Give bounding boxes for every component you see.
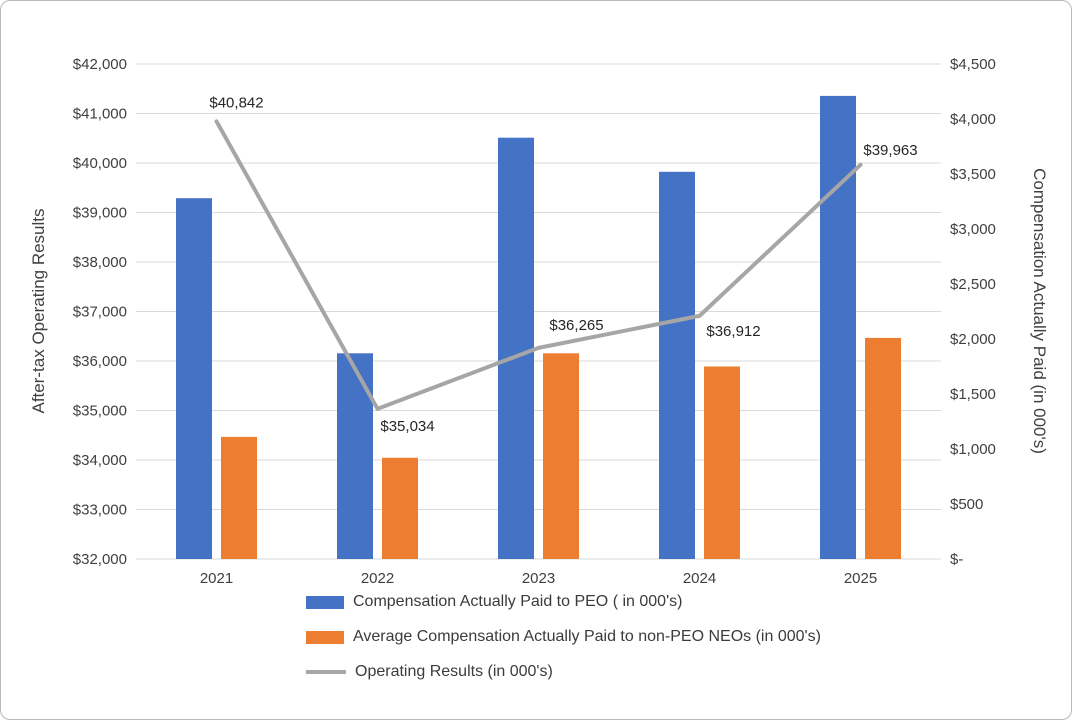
right-axis-tick-label: $4,000 (950, 111, 996, 128)
legend-item-peo: Compensation Actually Paid to PEO ( in 0… (306, 593, 821, 611)
left-axis-tick-label: $40,000 (73, 155, 127, 172)
line-data-label: $36,912 (706, 323, 760, 340)
bar-neo-2023 (543, 353, 579, 559)
x-axis-label: 2023 (522, 570, 555, 587)
right-axis-tick-label: $- (950, 551, 963, 568)
left-axis-tick-label: $35,000 (73, 403, 127, 420)
bar-peo-2024 (659, 171, 695, 560)
bar-peo-2021 (176, 198, 212, 559)
line-data-label: $40,842 (209, 94, 263, 111)
left-axis-tick-label: $34,000 (73, 452, 127, 469)
bar-peo-2022 (337, 353, 373, 559)
bar-neo-2021 (221, 436, 257, 559)
legend-label-neo: Average Compensation Actually Paid to no… (353, 628, 821, 645)
left-axis-tick-label: $32,000 (73, 551, 127, 568)
legend-item-neo: Average Compensation Actually Paid to no… (306, 628, 821, 646)
left-axis-tick-label: $37,000 (73, 304, 127, 321)
x-axis-label: 2025 (844, 570, 877, 587)
x-axis-label: 2024 (683, 570, 716, 587)
left-axis-tick-label: $33,000 (73, 502, 127, 519)
legend-item-operating-results: Operating Results (in 000's) (306, 663, 821, 681)
legend-label-peo: Compensation Actually Paid to PEO ( in 0… (353, 593, 683, 610)
line-data-label: $39,963 (863, 142, 917, 159)
left-axis-tick-label: $42,000 (73, 56, 127, 73)
bar-neo-2025 (865, 337, 901, 559)
legend-label-operating-results: Operating Results (in 000's) (355, 663, 553, 680)
right-axis-tick-label: $2,000 (950, 331, 996, 348)
right-axis-tick-label: $1,500 (950, 386, 996, 403)
right-axis-title: Compensation Actually Paid (in 000's) (1030, 168, 1049, 454)
left-axis-title: After-tax Operating Results (29, 208, 48, 414)
x-axis-label: 2021 (200, 570, 233, 587)
right-axis-tick-label: $2,500 (950, 276, 996, 293)
legend-swatch-peo-bar (306, 595, 344, 609)
legend-swatch-neo-bar (306, 630, 344, 644)
bar-peo-2025 (820, 95, 856, 560)
legend-swatch-operating-results-line (306, 670, 346, 674)
right-axis-tick-label: $3,000 (950, 221, 996, 238)
bar-peo-2023 (498, 137, 534, 559)
right-axis-tick-label: $500 (950, 496, 983, 513)
right-axis-tick-label: $4,500 (950, 56, 996, 73)
line-data-label: $35,034 (380, 418, 434, 435)
right-axis-tick-label: $1,000 (950, 441, 996, 458)
bar-neo-2024 (704, 366, 740, 559)
operating-results-line (214, 119, 863, 411)
line-data-label: $36,265 (549, 317, 603, 334)
left-axis-tick-label: $36,000 (73, 353, 127, 370)
left-axis-tick-label: $38,000 (73, 254, 127, 271)
chart-legend: Compensation Actually Paid to PEO ( in 0… (306, 593, 821, 681)
x-axis-label: 2022 (361, 570, 394, 587)
right-axis-tick-label: $3,500 (950, 166, 996, 183)
left-axis-tick-label: $41,000 (73, 106, 127, 123)
bar-neo-2022 (382, 457, 418, 559)
left-axis-tick-label: $39,000 (73, 205, 127, 222)
